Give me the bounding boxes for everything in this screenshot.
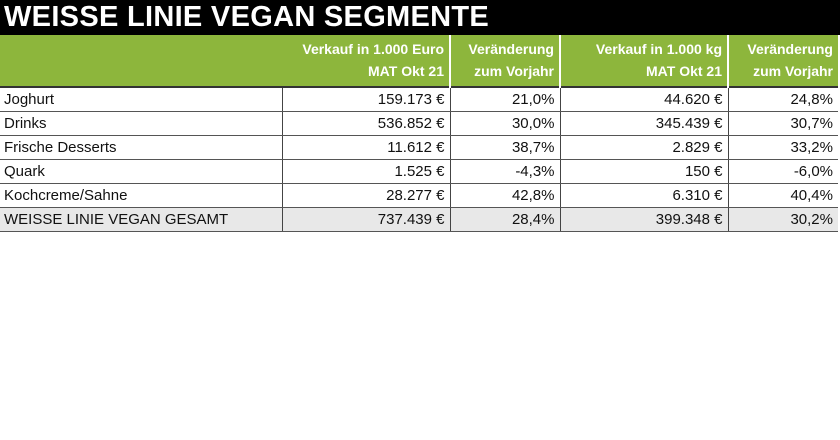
- cell-change-euro: 42,8%: [449, 183, 560, 208]
- cell-change-euro: 30,0%: [449, 111, 560, 136]
- header-cell-change-euro: Veränderung zum Vorjahr: [450, 35, 561, 87]
- table-row: Kochcreme/Sahne 28.277 € 42,8% 6.310 € 4…: [0, 183, 838, 208]
- header-cell-sales-kg: Verkauf in 1.000 kg MAT Okt 21: [560, 35, 729, 87]
- cell-sales-kg: 2.829 €: [559, 135, 728, 160]
- header-line: Veränderung: [468, 41, 554, 57]
- row-label: Drinks: [0, 111, 282, 136]
- cell-sales-kg: 44.620 €: [559, 86, 728, 112]
- header-line: Verkauf in 1.000 Euro: [302, 41, 444, 57]
- header-line: zum Vorjahr: [753, 63, 833, 79]
- cell-change-kg: 33,2%: [727, 135, 838, 160]
- header-cell-sales-euro: Verkauf in 1.000 Euro MAT Okt 21: [282, 35, 451, 87]
- row-label: Frische Desserts: [0, 135, 282, 160]
- cell-change-kg: 40,4%: [727, 183, 838, 208]
- table-row: Joghurt 159.173 € 21,0% 44.620 € 24,8%: [0, 86, 838, 112]
- header-line: MAT Okt 21: [368, 63, 444, 79]
- cell-sales-kg: 150 €: [559, 159, 728, 184]
- cell-change-kg: 24,8%: [727, 86, 838, 112]
- table-row: Drinks 536.852 € 30,0% 345.439 € 30,7%: [0, 111, 838, 136]
- cell-sales-euro: 159.173 €: [281, 86, 450, 112]
- segments-table: Verkauf in 1.000 Euro MAT Okt 21 Verände…: [0, 35, 838, 232]
- table-body: Joghurt 159.173 € 21,0% 44.620 € 24,8% D…: [0, 86, 838, 232]
- table-header: Verkauf in 1.000 Euro MAT Okt 21 Verände…: [0, 35, 838, 87]
- total-row: WEISSE LINIE VEGAN GESAMT 737.439 € 28,4…: [0, 207, 838, 232]
- header-line: Veränderung: [747, 41, 833, 57]
- cell-sales-kg: 6.310 €: [559, 183, 728, 208]
- cell-sales-euro: 536.852 €: [281, 111, 450, 136]
- header-cell-segment: [0, 35, 282, 87]
- title-bar: WEISSE LINIE VEGAN SEGMENTE: [0, 0, 840, 35]
- header-cell-change-kg: Veränderung zum Vorjahr: [728, 35, 838, 87]
- total-sales-kg: 399.348 €: [559, 207, 728, 232]
- total-sales-euro: 737.439 €: [281, 207, 450, 232]
- row-label: Kochcreme/Sahne: [0, 183, 282, 208]
- page-title: WEISSE LINIE VEGAN SEGMENTE: [4, 1, 490, 33]
- total-change-euro: 28,4%: [449, 207, 560, 232]
- cell-sales-kg: 345.439 €: [559, 111, 728, 136]
- row-label: Quark: [0, 159, 282, 184]
- cell-change-euro: 21,0%: [449, 86, 560, 112]
- header-line: zum Vorjahr: [474, 63, 554, 79]
- total-change-kg: 30,2%: [727, 207, 838, 232]
- cell-change-kg: 30,7%: [727, 111, 838, 136]
- header-line: MAT Okt 21: [646, 63, 722, 79]
- header-row: Verkauf in 1.000 Euro MAT Okt 21 Verände…: [0, 35, 838, 87]
- table-row: Quark 1.525 € -4,3% 150 € -6,0%: [0, 159, 838, 184]
- header-line: Verkauf in 1.000 kg: [595, 41, 722, 57]
- cell-change-euro: 38,7%: [449, 135, 560, 160]
- cell-change-euro: -4,3%: [449, 159, 560, 184]
- cell-sales-euro: 1.525 €: [281, 159, 450, 184]
- row-label: Joghurt: [0, 86, 282, 112]
- cell-sales-euro: 11.612 €: [281, 135, 450, 160]
- cell-change-kg: -6,0%: [727, 159, 838, 184]
- total-label: WEISSE LINIE VEGAN GESAMT: [0, 207, 282, 232]
- cell-sales-euro: 28.277 €: [281, 183, 450, 208]
- table-row: Frische Desserts 11.612 € 38,7% 2.829 € …: [0, 135, 838, 160]
